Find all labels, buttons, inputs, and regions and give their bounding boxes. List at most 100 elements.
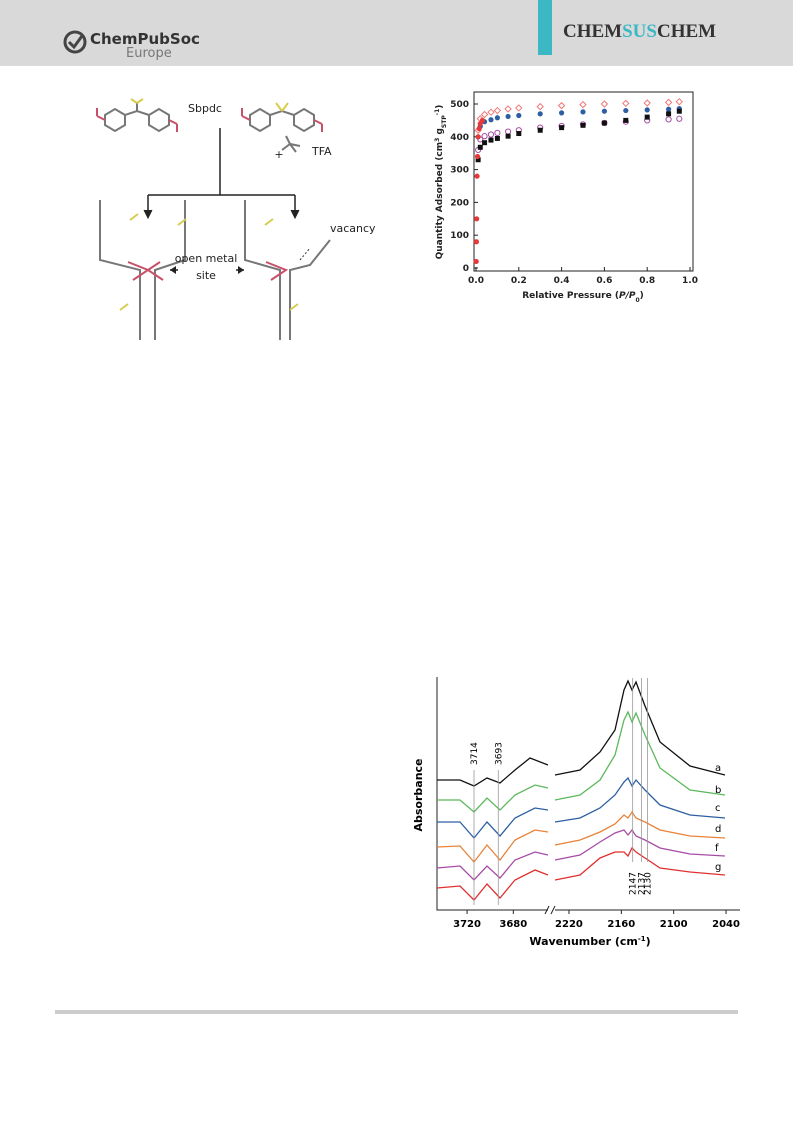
- figure2: Quantity Adsorbed (cm3 gSTP-1) Relative …: [434, 91, 698, 304]
- point: [644, 107, 650, 113]
- point: [666, 106, 672, 112]
- point: [579, 100, 587, 109]
- point: [537, 111, 543, 117]
- point: [515, 104, 523, 112]
- curve-label: d: [715, 824, 721, 835]
- point: [516, 112, 522, 119]
- point: [475, 157, 481, 163]
- footer-rule: [55, 1010, 738, 1014]
- point: [623, 107, 629, 114]
- figure3: Absorbance Wavenumber (cm-1) 3720 3680 222…: [412, 677, 740, 948]
- label-part: Quantity Adsorbed (cm: [435, 142, 445, 260]
- point: [473, 258, 479, 265]
- point: [601, 108, 608, 114]
- linker-label: Sbpdc: [188, 102, 222, 115]
- branch-arrows: [147, 128, 296, 212]
- spectrum: [436, 846, 726, 901]
- point: [505, 128, 512, 135]
- molecule: [104, 103, 170, 133]
- point: [601, 120, 607, 126]
- point: [480, 110, 489, 119]
- vacancy-bond: [299, 247, 311, 261]
- x-tick-label: 0.8: [639, 276, 655, 286]
- framework: [99, 200, 331, 340]
- journal-bar: [538, 0, 552, 55]
- point: [516, 131, 522, 137]
- x-tick-label: 0.4: [554, 276, 570, 286]
- point: [644, 114, 650, 120]
- label-part: -1: [434, 109, 441, 116]
- logo-icon: [63, 30, 87, 54]
- journal-name: CHEMSUSCHEM: [563, 21, 716, 42]
- spectrum: [437, 710, 726, 813]
- label-part: ): [435, 105, 445, 109]
- point: [666, 111, 672, 117]
- point: [537, 127, 543, 133]
- point: [622, 99, 630, 108]
- header-band: [0, 0, 793, 66]
- tfa-molecule: [281, 135, 301, 153]
- peak-label: 2147: [629, 872, 639, 895]
- point: [494, 115, 500, 121]
- curve-label: c: [715, 803, 721, 814]
- axis-break: [544, 905, 556, 915]
- point: [482, 140, 488, 146]
- x-tick-label: 3680: [499, 919, 527, 930]
- label-part: -1: [638, 935, 646, 943]
- molecule-acid: [241, 108, 323, 132]
- label-part: 3: [434, 138, 441, 142]
- label-part: P/P: [619, 291, 636, 301]
- point: [643, 99, 651, 107]
- curve-label: b: [715, 785, 721, 796]
- point: [474, 153, 481, 160]
- spectra: [436, 679, 726, 901]
- point: [488, 137, 494, 143]
- point: [474, 173, 480, 179]
- publisher: ChemPubSoc: [90, 30, 200, 48]
- modulator-label: TFA: [311, 145, 332, 158]
- plot-frame: [473, 91, 694, 272]
- journal-part: CHEM: [563, 21, 622, 42]
- figure1: Sbpdc + TFA vacancy open metal site: [96, 98, 376, 340]
- y-tick-label: 0: [463, 264, 469, 274]
- curve-label: g: [715, 862, 721, 873]
- molecule-sulfone: [130, 98, 144, 104]
- label-part: ): [640, 291, 644, 301]
- x-tick-label: 2040: [712, 919, 740, 930]
- point: [504, 105, 512, 113]
- x-tick-label: 2160: [607, 919, 635, 930]
- point: [559, 125, 565, 131]
- label-part: Wavenumber (cm: [529, 935, 638, 948]
- y-axis-label: Quantity Adsorbed (cm3 gSTP-1): [434, 105, 448, 260]
- point: [474, 216, 480, 222]
- point: [623, 117, 629, 123]
- peak-label: 2130: [644, 872, 654, 895]
- y-tick-label: 200: [450, 198, 469, 208]
- point: [557, 101, 566, 110]
- point: [505, 133, 511, 139]
- x-tick-label: 0.0: [468, 276, 484, 286]
- curve-label: f: [715, 843, 719, 854]
- spectrum: [436, 810, 726, 864]
- journal-part: CHEM: [657, 21, 716, 42]
- point: [580, 109, 586, 115]
- point: [600, 100, 609, 108]
- sulfone-groups: [119, 213, 299, 311]
- point: [494, 129, 501, 136]
- y-tick-label: 100: [450, 231, 469, 241]
- molecule-acid: [96, 108, 178, 132]
- x-tick-label: 1.0: [682, 276, 698, 286]
- y-tick-label: 400: [450, 133, 469, 143]
- point: [476, 126, 482, 132]
- point: [493, 106, 502, 115]
- journal-part: SUS: [622, 21, 657, 42]
- x-tick-label: 2100: [660, 919, 688, 930]
- spectrum: [437, 776, 726, 840]
- point: [536, 102, 544, 111]
- y-tick-label: 300: [450, 166, 469, 176]
- point: [664, 98, 673, 107]
- axis-frame: [436, 677, 740, 911]
- peak-label: 2137: [637, 872, 647, 895]
